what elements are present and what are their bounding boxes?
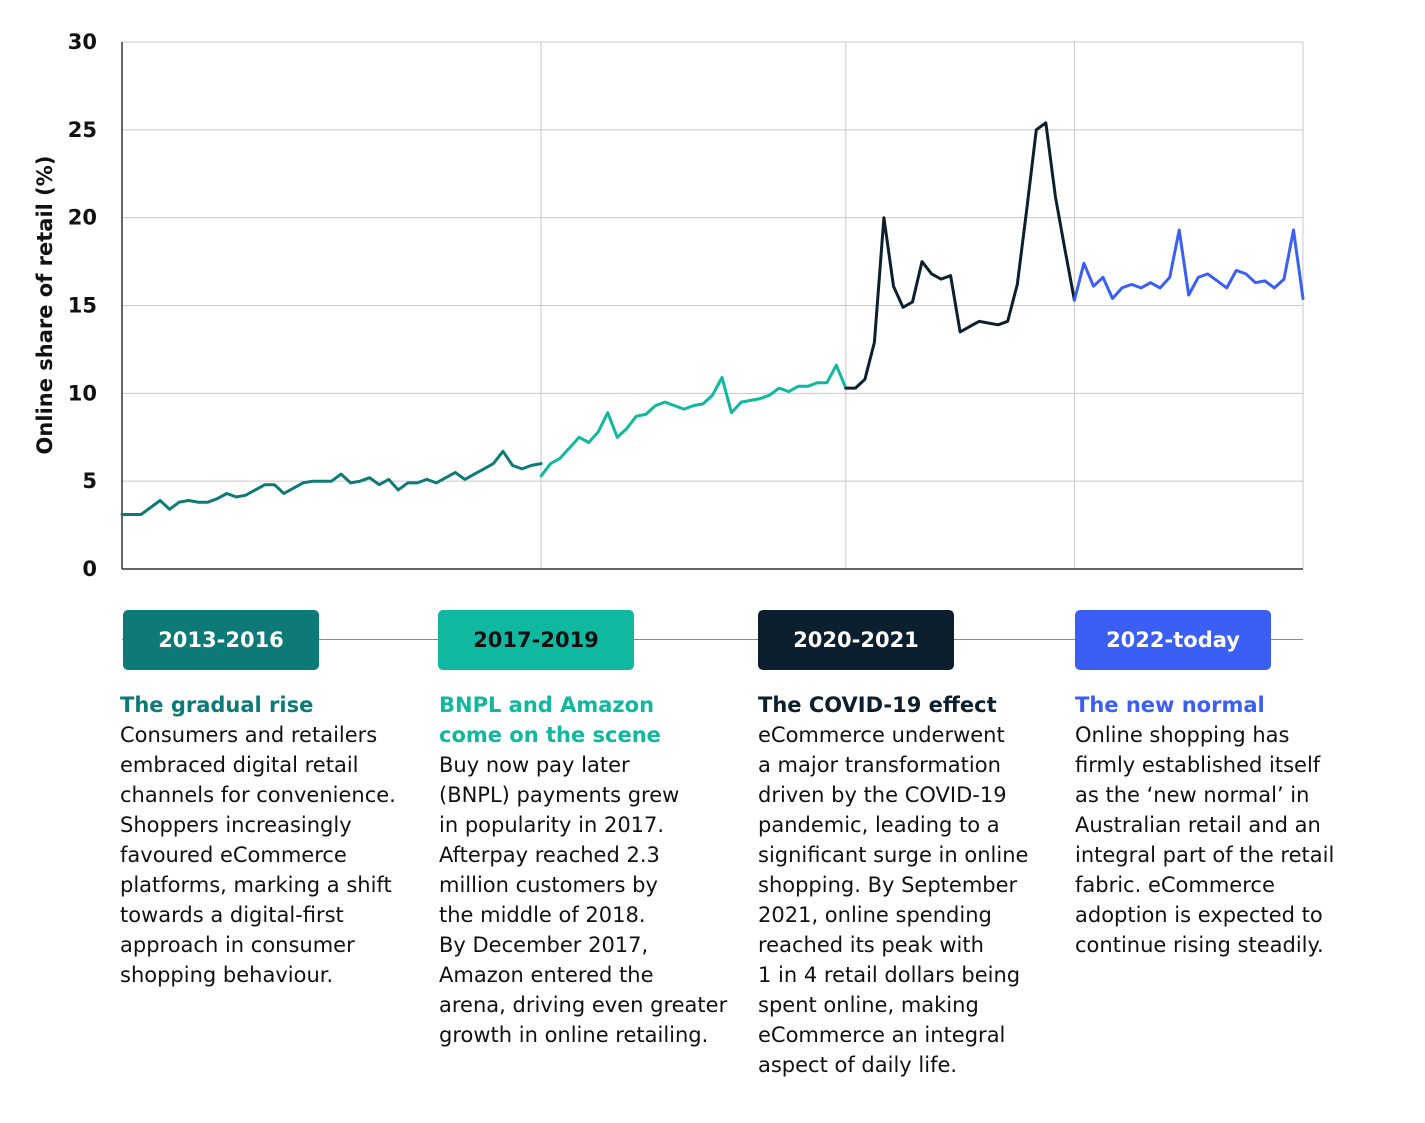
y-tick-label: 30 <box>68 30 97 54</box>
period-heading: BNPL and Amazon come on the scene <box>439 690 739 750</box>
text-line: Online shopping has <box>1075 723 1290 747</box>
y-tick-label: 15 <box>68 294 97 318</box>
text-line: eCommerce an integral <box>758 1023 1006 1047</box>
y-tick-label: 5 <box>82 469 97 493</box>
text-line: shopping. By September <box>758 873 1018 897</box>
text-line: a major transformation <box>758 753 1001 777</box>
text-line: fabric. eCommerce <box>1075 873 1275 897</box>
period-body: eCommerce underwent a major transformatio… <box>758 720 1058 1080</box>
text-line: spent online, making <box>758 993 979 1017</box>
text-line: shopping behaviour. <box>120 963 334 987</box>
text-line: eCommerce underwent <box>758 723 1005 747</box>
text-line: 2021, online spending <box>758 903 992 927</box>
text-line: BNPL and Amazon <box>439 693 655 717</box>
y-tick-label: 25 <box>68 118 97 142</box>
text-line: Australian retail and an <box>1075 813 1321 837</box>
timeline-line <box>122 639 1303 640</box>
period-badge-2022-today: 2022-today <box>1075 610 1271 670</box>
period-body: Online shopping has firmly established it… <box>1075 720 1375 960</box>
text-line: approach in consumer <box>120 933 355 957</box>
text-line: integral part of the retail <box>1075 843 1335 867</box>
text-line: Consumers and retailers <box>120 723 378 747</box>
text-line: pandemic, leading to a <box>758 813 1000 837</box>
grid-lines <box>122 41 1304 569</box>
y-tick-label: 20 <box>68 206 97 230</box>
y-tick-label: 10 <box>68 381 97 405</box>
text-line: embraced digital retail <box>120 753 359 777</box>
text-line: in popularity in 2017. <box>439 813 665 837</box>
period-text-2020-2021: The COVID-19 effect eCommerce underwent a… <box>758 690 1058 1080</box>
text-line: towards a digital-first <box>120 903 344 927</box>
text-line: growth in online retailing. <box>439 1023 709 1047</box>
series-lines <box>120 121 1305 516</box>
text-line: platforms, marking a shift <box>120 873 392 897</box>
text-line: adoption is expected to <box>1075 903 1323 927</box>
text-line: aspect of daily life. <box>758 1053 958 1077</box>
text-line: channels for convenience. <box>120 783 396 807</box>
text-line: firmly established itself <box>1075 753 1321 777</box>
y-axis-label: Online share of retail (%) <box>33 156 57 455</box>
series-line-1 <box>120 449 543 516</box>
period-badge-2017-2019: 2017-2019 <box>438 610 634 670</box>
period-heading: The gradual rise <box>120 693 314 717</box>
text-line: favoured eCommerce <box>120 843 347 867</box>
y-axis-ticks: 0 5 10 15 20 25 30 <box>68 30 97 581</box>
text-line: significant surge in online <box>758 843 1029 867</box>
text-line: (BNPL) payments grew <box>439 783 680 807</box>
text-line: continue rising steadily. <box>1075 933 1324 957</box>
text-line: driven by the COVID-19 <box>758 783 1007 807</box>
text-line: Afterpay reached 2.3 <box>439 843 660 867</box>
text-line: Buy now pay later <box>439 753 630 777</box>
period-text-2017-2019: BNPL and Amazon come on the scene Buy now… <box>439 690 739 1050</box>
text-line: million customers by <box>439 873 658 897</box>
text-line: arena, driving even greater <box>439 993 728 1017</box>
text-line: Amazon entered the <box>439 963 654 987</box>
period-heading: The COVID-19 effect <box>758 693 997 717</box>
text-line: reached its peak with <box>758 933 984 957</box>
series-line-4 <box>1072 228 1305 302</box>
series-line-2 <box>539 363 848 478</box>
text-line: By December 2017, <box>439 933 649 957</box>
text-line: Shoppers increasingly <box>120 813 352 837</box>
line-chart: 0 5 10 15 20 25 30 Online share of retail (%) <box>33 30 1305 581</box>
text-line: 1 in 4 retail dollars being <box>758 963 1021 987</box>
text-line: as the ‘new normal’ in <box>1075 783 1310 807</box>
period-badge-2020-2021: 2020-2021 <box>758 610 954 670</box>
text-line: come on the scene <box>439 723 661 747</box>
series-line-3 <box>844 121 1076 390</box>
text-line: the middle of 2018. <box>439 903 646 927</box>
y-tick-label: 0 <box>82 557 97 581</box>
period-text-2022-today: The new normal Online shopping has firmly… <box>1075 690 1375 960</box>
period-badge-2013-2016: 2013-2016 <box>123 610 319 670</box>
period-body: Buy now pay later (BNPL) payments grew in … <box>439 750 739 1050</box>
period-heading: The new normal <box>1075 693 1265 717</box>
period-body: Consumers and retailers embraced digital … <box>120 720 420 990</box>
period-text-2013-2016: The gradual rise Consumers and retailers… <box>120 690 420 990</box>
